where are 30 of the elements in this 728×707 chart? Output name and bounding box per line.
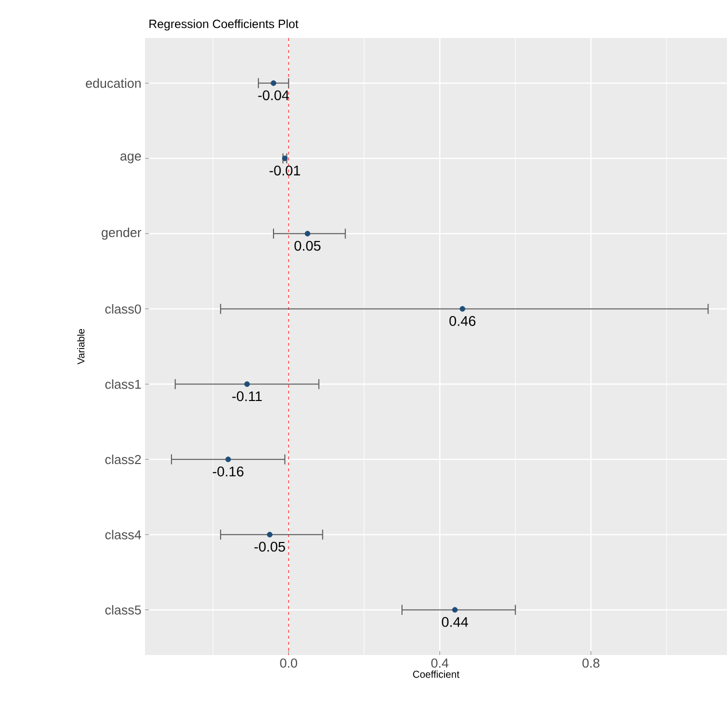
x-axis-title: Coefficient — [413, 670, 460, 678]
x-tick-label: 0.4 — [431, 658, 448, 668]
point — [225, 456, 231, 462]
data-label: -0.01 — [270, 166, 300, 176]
data-label: 0.44 — [442, 617, 468, 627]
y-tick-label: class2 — [105, 454, 141, 464]
chart-title: Regression Coefficients Plot — [150, 19, 298, 31]
data-label: -0.16 — [212, 466, 244, 476]
data-label: -0.11 — [232, 391, 262, 402]
x-tick-label: 0.0 — [280, 658, 298, 668]
y-tick-label: age — [120, 154, 141, 164]
data-label: 0.05 — [294, 240, 320, 251]
y-tick-label: class4 — [105, 530, 142, 540]
point — [282, 156, 288, 162]
y-tick-label: class5 — [105, 605, 141, 615]
data-label: -0.04 — [258, 90, 289, 100]
data-label: -0.05 — [254, 542, 286, 552]
point — [244, 381, 250, 387]
y-tick-label: education — [86, 78, 141, 88]
data-label: 0.46 — [449, 316, 476, 326]
y-tick-label: class1 — [105, 379, 141, 389]
y-tick-label: gender — [102, 228, 142, 240]
point — [270, 80, 276, 86]
y-axis-title: Variable — [77, 329, 84, 364]
point — [460, 306, 466, 312]
point — [304, 230, 310, 236]
point — [266, 532, 273, 538]
y-tick-label: class0 — [105, 304, 141, 314]
point — [452, 607, 458, 613]
x-tick-label: 0.8 — [582, 658, 600, 668]
